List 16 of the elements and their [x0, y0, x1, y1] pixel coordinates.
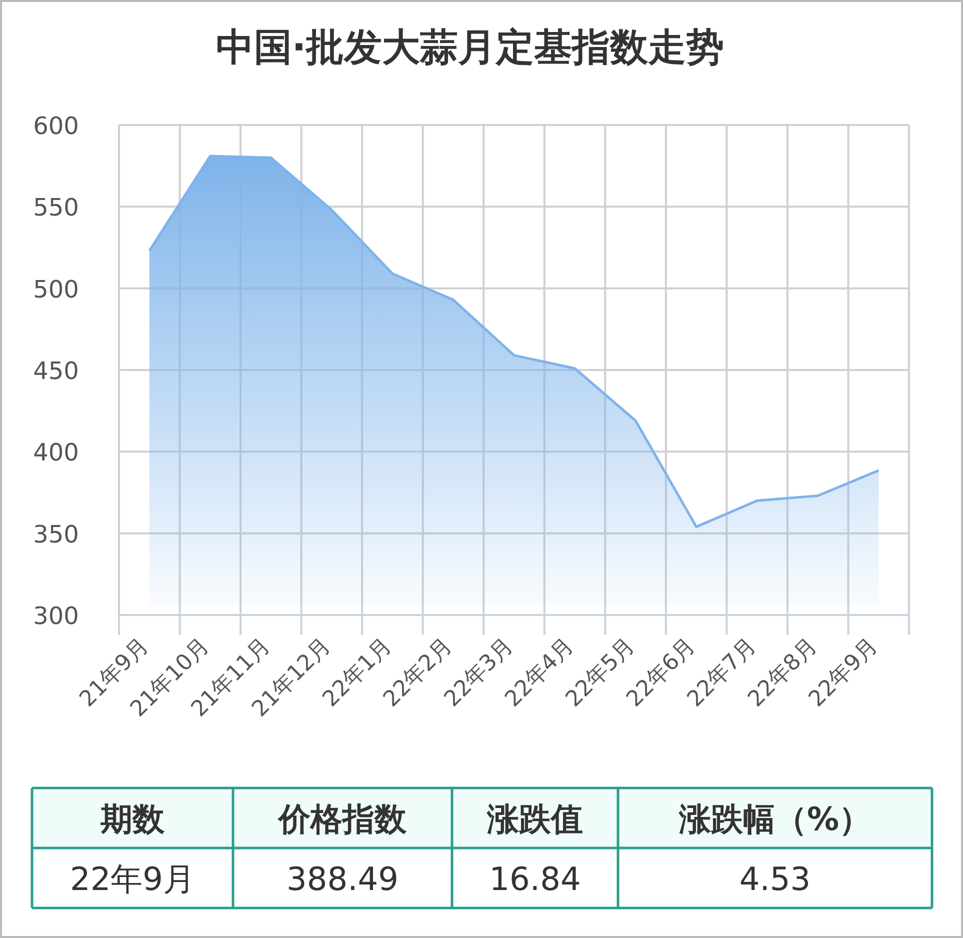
text: 4.53	[739, 860, 811, 898]
text: 价格指数	[276, 800, 408, 838]
y-tick-label: 450	[33, 357, 79, 385]
chart-title: 中国·批发大蒜月定基指数走势	[216, 25, 724, 69]
y-tick-label: 500	[33, 275, 79, 304]
text: 16.84	[489, 860, 581, 898]
text: 388.49	[286, 860, 398, 898]
y-tick-label: 350	[33, 520, 79, 548]
text: 涨跌值	[486, 800, 583, 838]
text: 涨跌幅（%）	[678, 800, 872, 838]
y-tick-label: 550	[33, 194, 79, 222]
text: 22年9月	[70, 860, 196, 898]
y-tick-label: 300	[33, 602, 79, 630]
y-tick-label: 600	[33, 112, 79, 140]
y-tick-label: 400	[33, 438, 79, 467]
text: 期数	[100, 800, 166, 838]
